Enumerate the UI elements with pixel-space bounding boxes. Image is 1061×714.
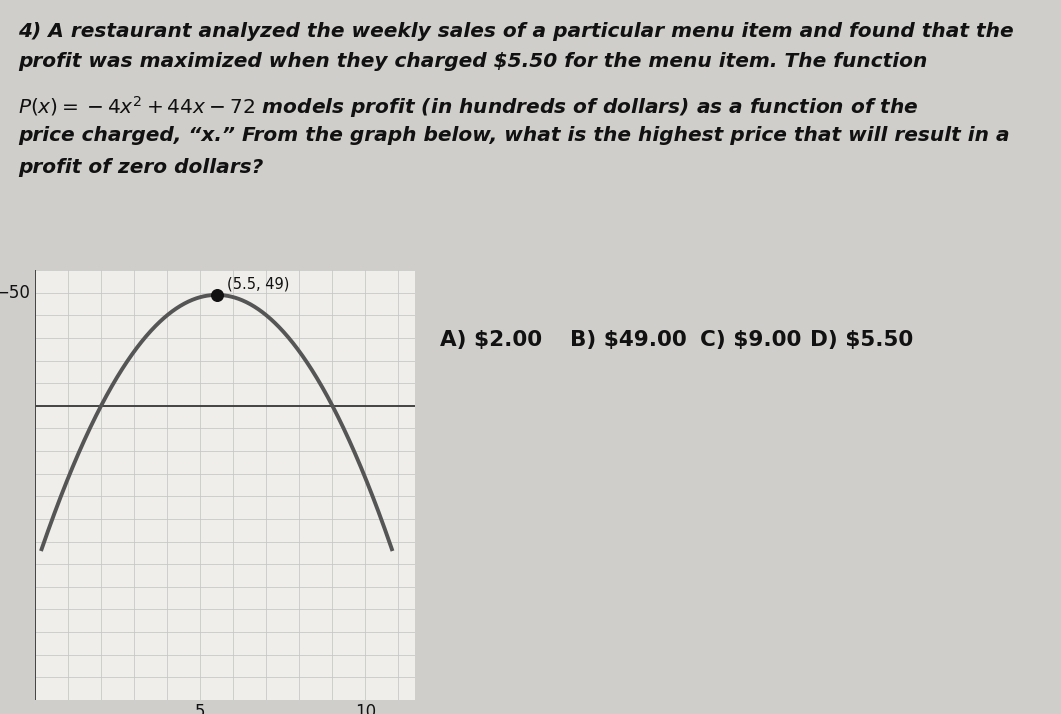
Text: A) $2.00: A) $2.00 xyxy=(440,330,542,350)
Text: profit of zero dollars?: profit of zero dollars? xyxy=(18,158,263,177)
Text: price charged, “x.” From the graph below, what is the highest price that will re: price charged, “x.” From the graph below… xyxy=(18,126,1010,145)
Text: C) $9.00: C) $9.00 xyxy=(700,330,801,350)
Text: $P(x)=-4x^2+44x-72$ models profit (in hundreds of dollars) as a function of the: $P(x)=-4x^2+44x-72$ models profit (in hu… xyxy=(18,94,919,120)
Text: 10: 10 xyxy=(354,703,376,714)
Text: profit was maximized when they charged $5.50 for the menu item. The function: profit was maximized when they charged $… xyxy=(18,52,927,71)
Text: 5: 5 xyxy=(195,703,206,714)
Text: (5.5, 49): (5.5, 49) xyxy=(227,276,289,291)
Point xyxy=(208,289,225,301)
Text: −50: −50 xyxy=(0,283,30,301)
Text: 4) A restaurant analyzed the weekly sales of a particular menu item and found th: 4) A restaurant analyzed the weekly sale… xyxy=(18,22,1013,41)
Text: B) $49.00: B) $49.00 xyxy=(570,330,686,350)
Text: D) $5.50: D) $5.50 xyxy=(810,330,914,350)
